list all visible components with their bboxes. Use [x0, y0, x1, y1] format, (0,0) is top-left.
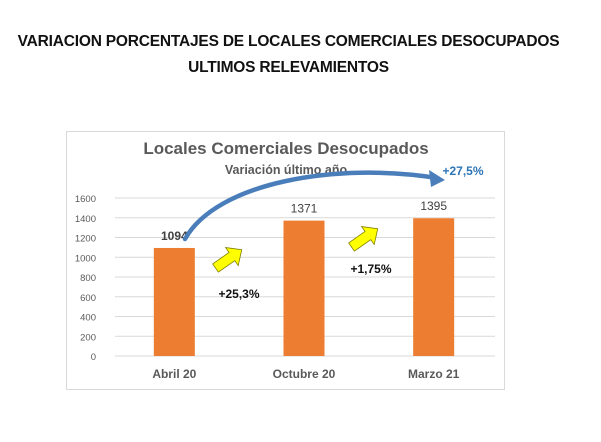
y-tick-label: 200	[80, 332, 96, 343]
bar-chart: Locales Comerciales Desocupados Variació…	[75, 139, 495, 381]
y-tick-label: 0	[91, 352, 96, 363]
y-tick-label: 1000	[75, 253, 96, 264]
change-arrow-1-icon	[212, 247, 243, 273]
y-tick-label: 1600	[75, 194, 96, 205]
x-category-label: Abril 20	[152, 367, 196, 381]
bar-value-label: 1371	[291, 202, 318, 216]
y-tick-label: 400	[80, 313, 96, 324]
bar	[283, 220, 325, 356]
y-tick-label: 600	[80, 293, 96, 304]
x-axis-labels: Abril 20 Octubre 20 Marzo 21	[152, 367, 459, 381]
chart-container: Locales Comerciales Desocupados Variació…	[66, 131, 505, 390]
change-arrow-2-icon	[348, 226, 379, 252]
x-category-label: Octubre 20	[273, 367, 336, 381]
document-title: VARIACION PORCENTAJES DE LOCALES COMERCI…	[17, 33, 560, 50]
change-label-1: +25,3%	[218, 287, 259, 301]
y-tick-label: 1200	[75, 234, 96, 245]
x-category-label: Marzo 21	[408, 367, 460, 381]
total-change-arrow-icon	[182, 170, 445, 242]
bar	[413, 218, 455, 356]
change-label-2: +1,75%	[350, 262, 391, 276]
chart-title: Locales Comerciales Desocupados	[143, 139, 428, 158]
bar-value-label: 1094	[161, 229, 188, 243]
bar-value-label: 1395	[420, 199, 447, 213]
y-tick-label: 800	[80, 273, 96, 284]
y-axis-ticks: 0 200 400 600 800 1000 1200 1400 1600	[75, 194, 96, 363]
bars: 1094 1371 1395	[153, 199, 455, 356]
bar	[153, 247, 195, 356]
y-tick-label: 1400	[75, 214, 96, 225]
total-change-label: +27,5%	[442, 164, 483, 178]
document-subtitle: ULTIMOS RELEVAMIENTOS	[188, 59, 389, 76]
chart-subtitle: Variación último año	[225, 163, 348, 177]
